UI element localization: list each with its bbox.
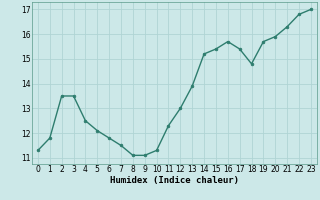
X-axis label: Humidex (Indice chaleur): Humidex (Indice chaleur) xyxy=(110,176,239,185)
